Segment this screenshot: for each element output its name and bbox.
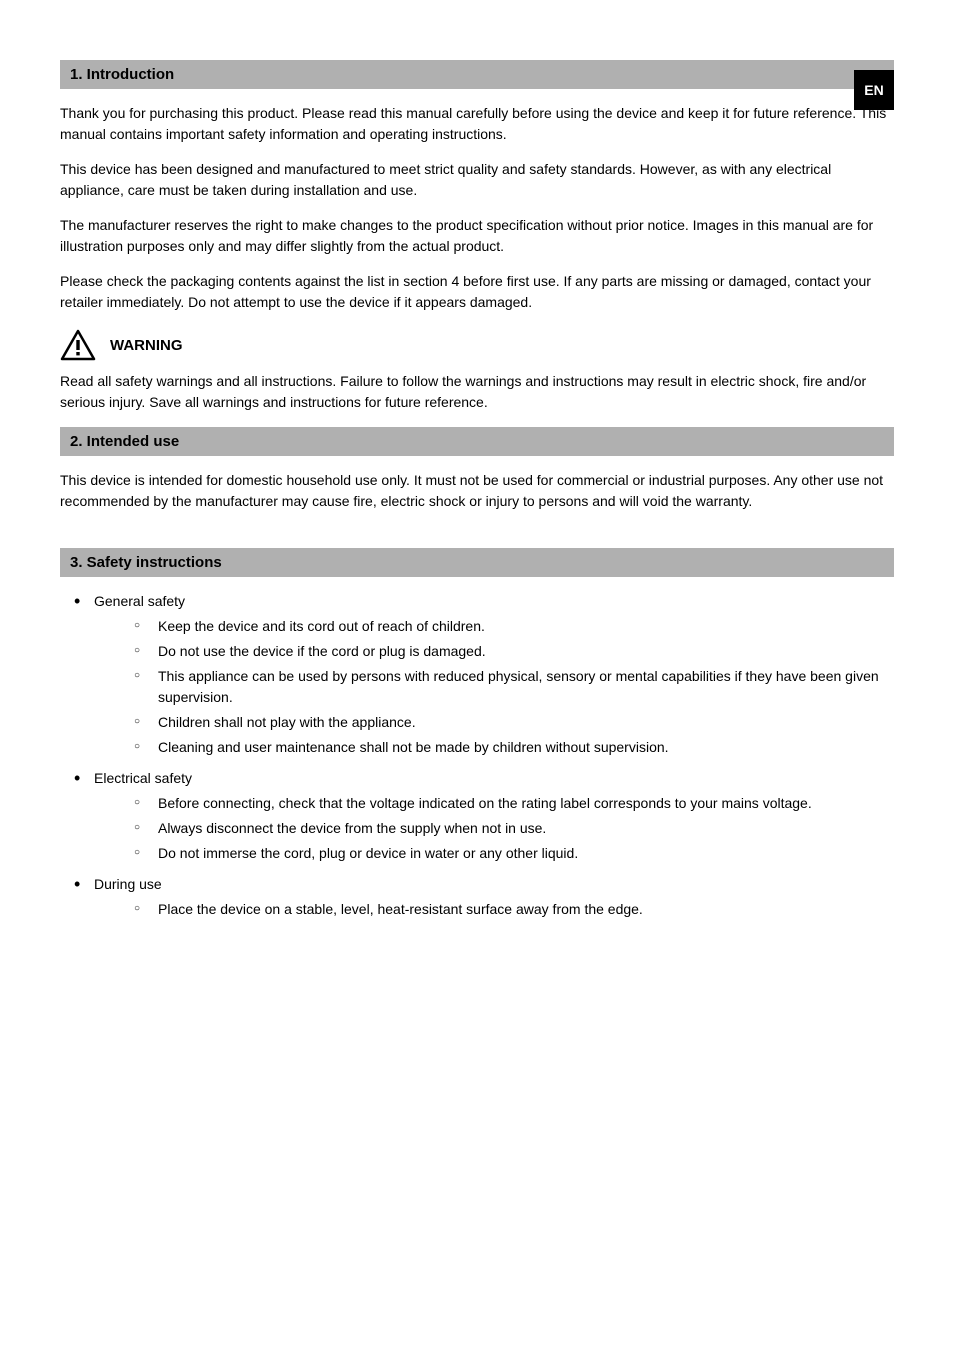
safety-group-label: During use (94, 876, 162, 892)
safety-item: Do not immerse the cord, plug or device … (134, 843, 894, 864)
safety-item: This appliance can be used by persons wi… (134, 666, 894, 708)
warning-triangle-icon (60, 329, 96, 361)
section-3-header: 3. Safety instructions (60, 548, 894, 577)
safety-group-general: General safety Keep the device and its c… (70, 591, 894, 758)
safety-sublist-electrical: Before connecting, check that the voltag… (94, 793, 894, 864)
safety-item: Place the device on a stable, level, hea… (134, 899, 894, 920)
safety-item: Before connecting, check that the voltag… (134, 793, 894, 814)
warning-text: Read all safety warnings and all instruc… (60, 371, 894, 413)
safety-item: Children shall not play with the applian… (134, 712, 894, 733)
intro-paragraph-3: The manufacturer reserves the right to m… (60, 215, 894, 257)
safety-sublist-use: Place the device on a stable, level, hea… (94, 899, 894, 920)
safety-group-use: During use Place the device on a stable,… (70, 874, 894, 920)
safety-item: Always disconnect the device from the su… (134, 818, 894, 839)
intro-paragraph-2: This device has been designed and manufa… (60, 159, 894, 201)
section-2-header: 2. Intended use (60, 427, 894, 456)
safety-list: General safety Keep the device and its c… (60, 591, 894, 920)
safety-group-label: General safety (94, 593, 185, 609)
intended-use-paragraph: This device is intended for domestic hou… (60, 470, 894, 512)
safety-item: Do not use the device if the cord or plu… (134, 641, 894, 662)
intro-paragraph-1: Thank you for purchasing this product. P… (60, 103, 894, 145)
page-number-box: EN (854, 70, 894, 110)
safety-group-electrical: Electrical safety Before connecting, che… (70, 768, 894, 864)
section-1-header: 1. Introduction (60, 60, 894, 89)
safety-item: Keep the device and its cord out of reac… (134, 616, 894, 637)
safety-item: Cleaning and user maintenance shall not … (134, 737, 894, 758)
safety-sublist-general: Keep the device and its cord out of reac… (94, 616, 894, 758)
intro-paragraph-4: Please check the packaging contents agai… (60, 271, 894, 313)
page-number: EN (864, 82, 883, 98)
safety-group-label: Electrical safety (94, 770, 192, 786)
warning-label: WARNING (110, 337, 183, 354)
warning-row: WARNING (60, 329, 894, 361)
